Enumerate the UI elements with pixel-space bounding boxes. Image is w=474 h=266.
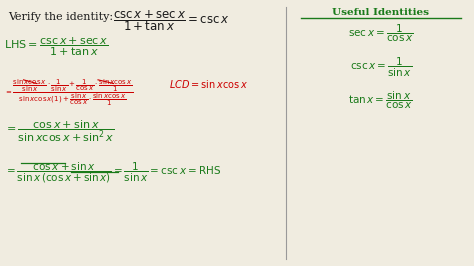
Text: Verify the identity:: Verify the identity:	[9, 12, 114, 22]
Text: $LCD = \sin x\cos x$: $LCD = \sin x\cos x$	[169, 78, 247, 90]
Text: $\dfrac{\mathrm{csc}\,x + \mathrm{sec}\,x}{1 + \tan x} = \mathrm{csc}\,x$: $\dfrac{\mathrm{csc}\,x + \mathrm{sec}\,…	[113, 8, 229, 33]
Text: $= \dfrac{\cos x + \sin x}{\sin x\,(\cos x + \sin x)} = \dfrac{1}{\sin x} = \mat: $= \dfrac{\cos x + \sin x}{\sin x\,(\cos…	[4, 161, 221, 185]
Text: $\tan x = \dfrac{\sin x}{\cos x}$: $\tan x = \dfrac{\sin x}{\cos x}$	[348, 90, 413, 111]
Text: $=\dfrac{\dfrac{\sin x\cos x}{\sin x}\cdot\dfrac{1}{\sin x}+\dfrac{1}{\cos x}\cd: $=\dfrac{\dfrac{\sin x\cos x}{\sin x}\cd…	[4, 78, 133, 108]
Text: $\mathrm{sec}\,x = \dfrac{1}{\cos x}$: $\mathrm{sec}\,x = \dfrac{1}{\cos x}$	[348, 22, 413, 44]
Text: $\mathrm{csc}\,x = \dfrac{1}{\sin x}$: $\mathrm{csc}\,x = \dfrac{1}{\sin x}$	[350, 55, 412, 79]
Text: $= \dfrac{\cos x + \sin x}{\sin x\cos x + \sin^2 x}$: $= \dfrac{\cos x + \sin x}{\sin x\cos x …	[4, 119, 114, 144]
Text: Useful Identities: Useful Identities	[332, 8, 429, 17]
Text: $\mathrm{LHS} = \dfrac{\mathrm{csc}\,x + \mathrm{sec}\,x}{1 + \tan x}$: $\mathrm{LHS} = \dfrac{\mathrm{csc}\,x +…	[4, 36, 109, 58]
